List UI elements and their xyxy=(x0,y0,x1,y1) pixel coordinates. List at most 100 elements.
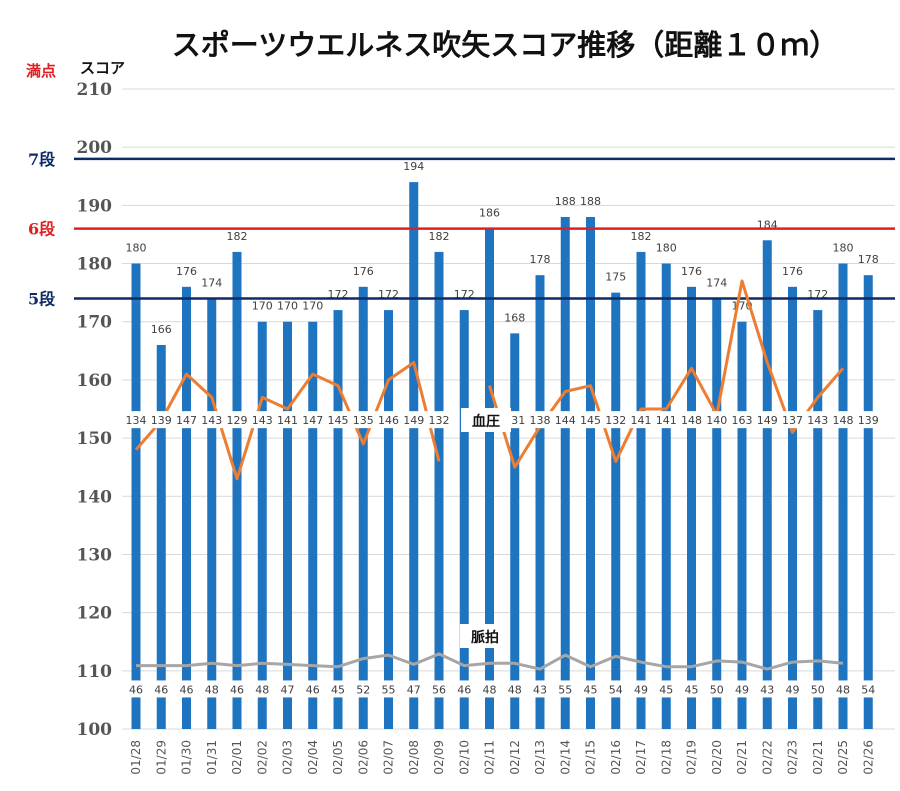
score-label: 182 xyxy=(227,230,248,243)
blood-pressure-label-box xyxy=(526,411,554,429)
score-label: 176 xyxy=(681,265,702,278)
blood-pressure-label-box xyxy=(349,411,377,429)
pulse-label: 47 xyxy=(407,683,421,696)
pulse-label-box xyxy=(403,680,424,698)
blood-pressure-label-box xyxy=(324,411,352,429)
blood-pressure-label-box xyxy=(223,411,251,429)
score-bar-01/28 xyxy=(131,263,141,729)
x-tick-label: 02/21 xyxy=(811,740,825,775)
pulse-label-box xyxy=(201,680,222,698)
blood-pressure-label: 139 xyxy=(858,414,879,427)
score-bar-02/21 xyxy=(737,321,747,729)
x-tick-label: 02/14 xyxy=(558,740,572,775)
pulse-line xyxy=(136,652,844,671)
pulse-label: 46 xyxy=(129,683,143,696)
blood-pressure-label: 129 xyxy=(227,414,248,427)
score-bar-02/14 xyxy=(560,217,570,729)
blood-pressure-label: 144 xyxy=(555,414,576,427)
blood-pressure-label: 139 xyxy=(151,414,172,427)
score-label: 170 xyxy=(252,300,273,313)
blood-pressure-series-label: 血圧 xyxy=(472,413,500,430)
pulse-label-box xyxy=(378,680,399,698)
blood-pressure-label: 135 xyxy=(353,414,374,427)
pulse-label-box xyxy=(504,680,525,698)
score-bar-02/10 xyxy=(459,310,469,729)
x-tick-label: 02/15 xyxy=(584,740,598,775)
score-bar-02/02 xyxy=(257,321,267,729)
x-tick-label: 02/10 xyxy=(457,740,471,775)
score-label: 182 xyxy=(429,230,450,243)
blood-pressure-label: 141 xyxy=(631,414,652,427)
dan-label: 6段 xyxy=(28,220,56,239)
overlay-value-labels: 134 139 147 143 129 143 141 147 145 135 146 149 132 1… xyxy=(122,411,882,698)
blood-pressure-label: 134 xyxy=(126,414,147,427)
score-label: 166 xyxy=(151,323,172,336)
blood-pressure-label-box xyxy=(678,411,705,429)
score-bar-02/09 xyxy=(434,251,444,729)
x-tick-label: 02/13 xyxy=(533,740,547,775)
y-tick-label: 130 xyxy=(77,545,113,565)
pulse-label: 50 xyxy=(710,683,724,696)
pulse-label: 50 xyxy=(811,683,825,696)
score-label: 170 xyxy=(302,300,323,313)
blood-pressure-label: 145 xyxy=(328,414,349,427)
blood-pressure-label-box xyxy=(375,411,402,429)
x-tick-label: 02/11 xyxy=(483,740,497,775)
score-label: 176 xyxy=(353,265,374,278)
pulse-label-box xyxy=(454,680,475,698)
score-bar-02/05 xyxy=(333,310,343,729)
y-tick-label: 110 xyxy=(77,662,113,682)
dan-label: 5段 xyxy=(28,289,56,308)
x-axis-ticks: 01/28 01/29 01/30 01/31 02/01 02/02 02/03 02/04… xyxy=(129,740,875,775)
y-tick-label: 140 xyxy=(77,487,113,507)
score-bar-02/03 xyxy=(283,321,292,729)
x-tick-label: 02/17 xyxy=(634,740,648,775)
chart-title: スポーツウエルネス吹矢スコア推移（距離１０ｍ） xyxy=(172,28,838,62)
score-bar-01/31 xyxy=(207,298,217,729)
blood-pressure-label-box xyxy=(198,411,226,429)
score-bar-02/08 xyxy=(409,182,419,729)
x-tick-label: 02/02 xyxy=(255,740,269,775)
y-axis-ticks: 100 110 120 130 140 150 160 170 180 190 200 210 xyxy=(77,80,113,740)
blood-pressure-label: 141 xyxy=(277,414,298,427)
x-tick-label: 02/05 xyxy=(331,740,345,775)
blood-pressure-line xyxy=(134,361,441,481)
score-bar-02/21 xyxy=(813,310,823,729)
blood-pressure-label-box xyxy=(779,411,806,429)
blood-pressure-label: 143 xyxy=(807,414,828,427)
pulse-label-box xyxy=(757,680,778,698)
x-tick-label: 02/23 xyxy=(786,740,800,775)
x-tick-label: 02/25 xyxy=(836,740,850,775)
score-bar-02/12 xyxy=(510,333,520,729)
blood-pressure-label-box xyxy=(627,411,655,429)
pulse-label: 45 xyxy=(331,683,345,696)
blood-pressure-series-label-box xyxy=(461,408,511,432)
pulse-label-box xyxy=(681,680,702,698)
score-bar-02/04 xyxy=(308,321,318,729)
score-bar-02/11 xyxy=(485,228,494,730)
blood-pressure-label: 148 xyxy=(681,414,702,427)
x-tick-label: 02/09 xyxy=(432,740,446,775)
blood-pressure-label-box xyxy=(854,411,882,429)
score-label: 182 xyxy=(631,230,652,243)
blood-pressure-label-box xyxy=(829,411,857,429)
pulse-label: 46 xyxy=(306,683,320,696)
score-bar-02/23 xyxy=(788,286,797,729)
score-bar-02/07 xyxy=(384,310,393,729)
pulse-label: 48 xyxy=(205,683,219,696)
score-bar-02/13 xyxy=(535,275,545,729)
blood-pressure-label: 146 xyxy=(378,414,399,427)
pulse-label-box xyxy=(631,680,651,698)
blood-pressure-label-box xyxy=(274,411,301,429)
score-label: 176 xyxy=(782,265,803,278)
pulse-label-box xyxy=(252,680,273,698)
pulse-label: 43 xyxy=(760,683,774,696)
blood-pressure-label: 143 xyxy=(201,414,222,427)
blood-pressure-label: 145 xyxy=(580,414,601,427)
pulse-label: 48 xyxy=(508,683,522,696)
score-label: 194 xyxy=(403,160,424,173)
pulse-label: 48 xyxy=(255,683,269,696)
x-tick-label: 02/26 xyxy=(861,740,875,775)
pulse-label: 49 xyxy=(634,683,648,696)
